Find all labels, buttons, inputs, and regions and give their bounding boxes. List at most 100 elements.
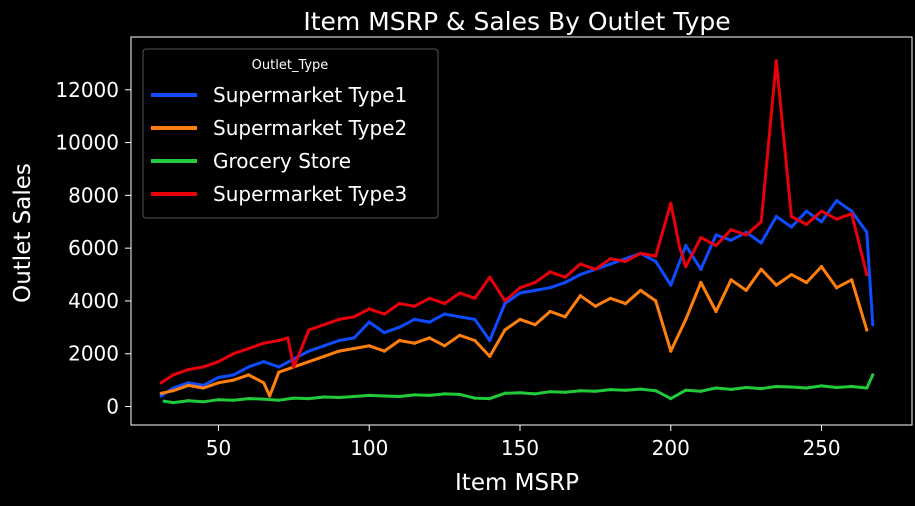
data-point — [654, 259, 658, 263]
plot-area — [159, 59, 875, 405]
x-tick-label: 50 — [206, 436, 231, 460]
data-point — [654, 254, 658, 258]
data-point — [322, 323, 326, 327]
data-point — [159, 391, 163, 395]
data-point — [789, 225, 794, 229]
data-point — [819, 265, 824, 269]
data-point — [488, 338, 492, 343]
y-tick-label: 8000 — [68, 183, 119, 207]
series-group — [159, 59, 869, 385]
data-point — [503, 302, 507, 306]
data-point — [337, 395, 341, 400]
data-point — [337, 349, 341, 353]
series-group — [162, 373, 875, 405]
data-point — [699, 236, 703, 240]
data-point — [488, 275, 492, 279]
data-point — [458, 291, 462, 295]
data-point — [669, 201, 673, 205]
data-point — [262, 360, 266, 364]
data-point — [714, 243, 718, 248]
data-point — [639, 251, 643, 255]
data-point — [488, 397, 492, 401]
y-tick-label: 2000 — [68, 342, 119, 366]
data-point — [427, 296, 432, 300]
data-point — [201, 386, 205, 390]
x-tick-label: 200 — [652, 436, 690, 460]
data-point — [744, 385, 748, 390]
data-point — [729, 238, 733, 242]
data-point — [548, 286, 552, 290]
data-point — [714, 309, 718, 314]
data-point — [412, 393, 417, 397]
data-point — [835, 217, 839, 221]
y-tick-label: 12000 — [55, 78, 119, 102]
data-point — [247, 373, 251, 377]
data-point — [443, 392, 447, 396]
data-point — [593, 267, 598, 271]
data-point — [623, 259, 628, 263]
data-point — [247, 346, 251, 351]
data-point — [850, 278, 854, 282]
data-point — [804, 222, 809, 226]
data-point — [759, 267, 763, 271]
data-point — [639, 387, 643, 391]
data-point — [307, 397, 311, 401]
data-point — [684, 317, 688, 321]
data-point — [382, 394, 386, 398]
data-point — [397, 338, 401, 343]
data-point — [367, 344, 371, 348]
data-point — [216, 360, 220, 364]
data-point — [774, 214, 778, 219]
data-point — [201, 365, 205, 369]
legend-title: Outlet_Type — [252, 58, 329, 73]
data-point — [608, 262, 613, 266]
data-point — [397, 302, 401, 306]
data-point — [578, 294, 582, 298]
data-point — [503, 391, 507, 395]
data-point — [171, 401, 175, 405]
data-point — [367, 307, 371, 311]
data-point — [473, 396, 477, 400]
data-point — [518, 286, 522, 290]
data-point — [865, 273, 869, 277]
data-point — [292, 365, 296, 369]
data-point — [277, 365, 281, 369]
data-point — [231, 352, 236, 356]
data-point — [819, 220, 824, 224]
data-point — [231, 398, 236, 402]
data-point — [382, 349, 386, 353]
data-point — [684, 388, 688, 392]
data-point — [488, 354, 492, 358]
data-point — [518, 291, 522, 295]
data-point — [201, 400, 205, 404]
data-point — [548, 270, 552, 274]
data-point — [443, 302, 447, 306]
data-point — [871, 323, 875, 327]
data-point — [759, 387, 763, 391]
data-point — [397, 394, 401, 399]
data-point — [563, 315, 567, 319]
data-point — [804, 386, 809, 390]
data-point — [608, 296, 613, 300]
data-point — [322, 354, 326, 358]
data-point — [669, 397, 673, 401]
data-point — [850, 209, 854, 213]
data-point — [352, 394, 356, 399]
data-point — [382, 312, 386, 316]
data-point — [216, 398, 220, 402]
data-point — [678, 246, 682, 250]
data-point — [307, 349, 311, 353]
data-point — [669, 349, 673, 353]
data-point — [871, 373, 875, 377]
y-axis-label: Outlet Sales — [10, 163, 36, 303]
data-point — [337, 338, 341, 343]
x-axis: 50 100 150 200 250 — [206, 425, 841, 460]
data-point — [262, 381, 266, 385]
data-point — [322, 395, 326, 399]
plot-frame — [130, 36, 913, 426]
data-point — [789, 273, 794, 277]
data-point — [835, 385, 839, 390]
data-point — [286, 336, 290, 340]
data-point — [427, 320, 432, 324]
